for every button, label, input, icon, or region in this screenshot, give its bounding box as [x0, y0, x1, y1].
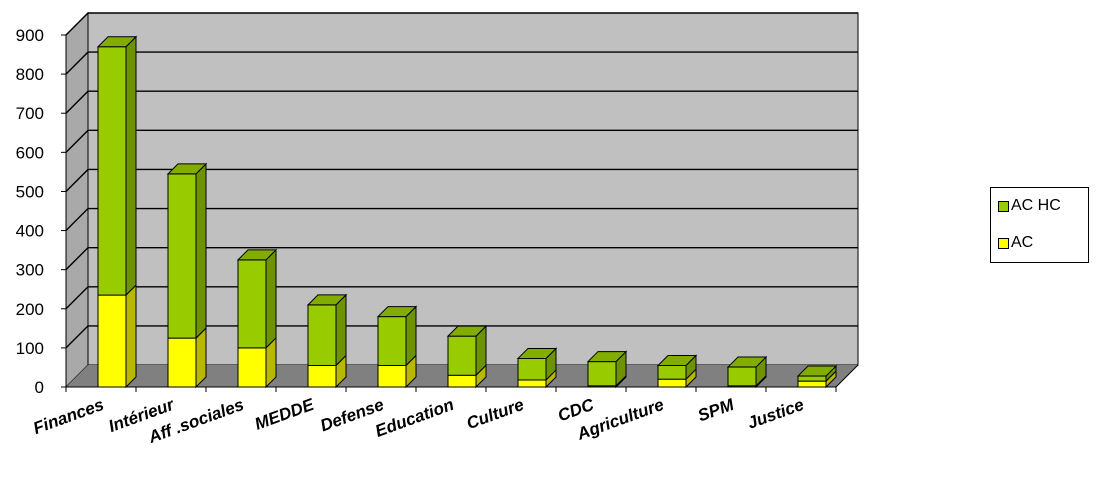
x-category-label: SPM [695, 395, 737, 426]
bar-ac-hc [656, 354, 698, 381]
bar-stack [516, 347, 558, 389]
bar-stack [166, 162, 208, 389]
x-category-label: Justice [745, 395, 807, 433]
bar-stack [236, 248, 278, 389]
bars [96, 35, 838, 389]
axes [61, 34, 859, 392]
legend-swatch-ac-hc [998, 200, 1009, 212]
bar-stack [376, 305, 418, 389]
bar-ac [97, 283, 137, 389]
gridline [65, 51, 858, 75]
legend-swatch-ac [998, 237, 1009, 249]
bar-ac-hc [516, 347, 558, 382]
x-axis-edge [835, 364, 859, 388]
bar-stack [656, 354, 698, 389]
bar-ac-hc [726, 355, 768, 388]
y-tick-label: 400 [16, 222, 44, 241]
bar-ac-hc [96, 35, 138, 297]
side-wall [65, 11, 89, 389]
y-tick-label: 800 [16, 65, 44, 84]
y-tick-label: 0 [35, 378, 44, 397]
gridline [65, 90, 858, 114]
bar-stack [796, 364, 838, 389]
legend-item-ac: AC [998, 234, 1033, 252]
legend: AC HC AC [990, 187, 1089, 263]
gridline [65, 325, 858, 349]
bar-stack [96, 35, 138, 389]
y-tick-labels: 0 100 200 300 400 500 600 700 800 900 [16, 26, 44, 397]
y-tick-label: 100 [16, 339, 44, 358]
gridline [65, 168, 858, 192]
bar-ac [307, 354, 347, 389]
y-tick-label: 500 [16, 182, 44, 201]
bar-ac [237, 336, 277, 389]
y-tick-label: 900 [16, 26, 44, 45]
y-tick-label: 200 [16, 300, 44, 319]
bar-ac-hc [796, 364, 838, 383]
gridline [65, 246, 858, 271]
bar-stack [726, 355, 768, 389]
x-category-label: Finances [31, 395, 107, 438]
x-category-label: MEDDE [252, 395, 317, 434]
bar-stack [586, 350, 628, 389]
bar-ac-hc [306, 293, 348, 367]
bar-ac-hc [236, 248, 278, 350]
gridlines [65, 12, 858, 349]
bar-ac-hc [446, 324, 488, 377]
y-tick-label: 300 [16, 261, 44, 280]
legend-label-ac: AC [1011, 234, 1034, 251]
y-tick-label: 700 [16, 104, 44, 123]
bar-stack [306, 293, 348, 389]
bar-stack [446, 324, 488, 389]
gridline [65, 207, 858, 232]
bar-ac-hc [376, 305, 418, 367]
gridline [65, 286, 858, 310]
legend-label-ac-hc: AC HC [1011, 197, 1061, 214]
x-category-label: Culture [464, 395, 526, 433]
y-tick-label: 600 [16, 143, 44, 162]
gridline [65, 12, 858, 36]
bar-ac-hc [586, 350, 628, 388]
x-category-label: Education [373, 395, 457, 441]
bar-ac-hc [166, 162, 208, 340]
gridline [65, 129, 858, 153]
legend-item-ac-hc: AC HC [998, 197, 1061, 215]
